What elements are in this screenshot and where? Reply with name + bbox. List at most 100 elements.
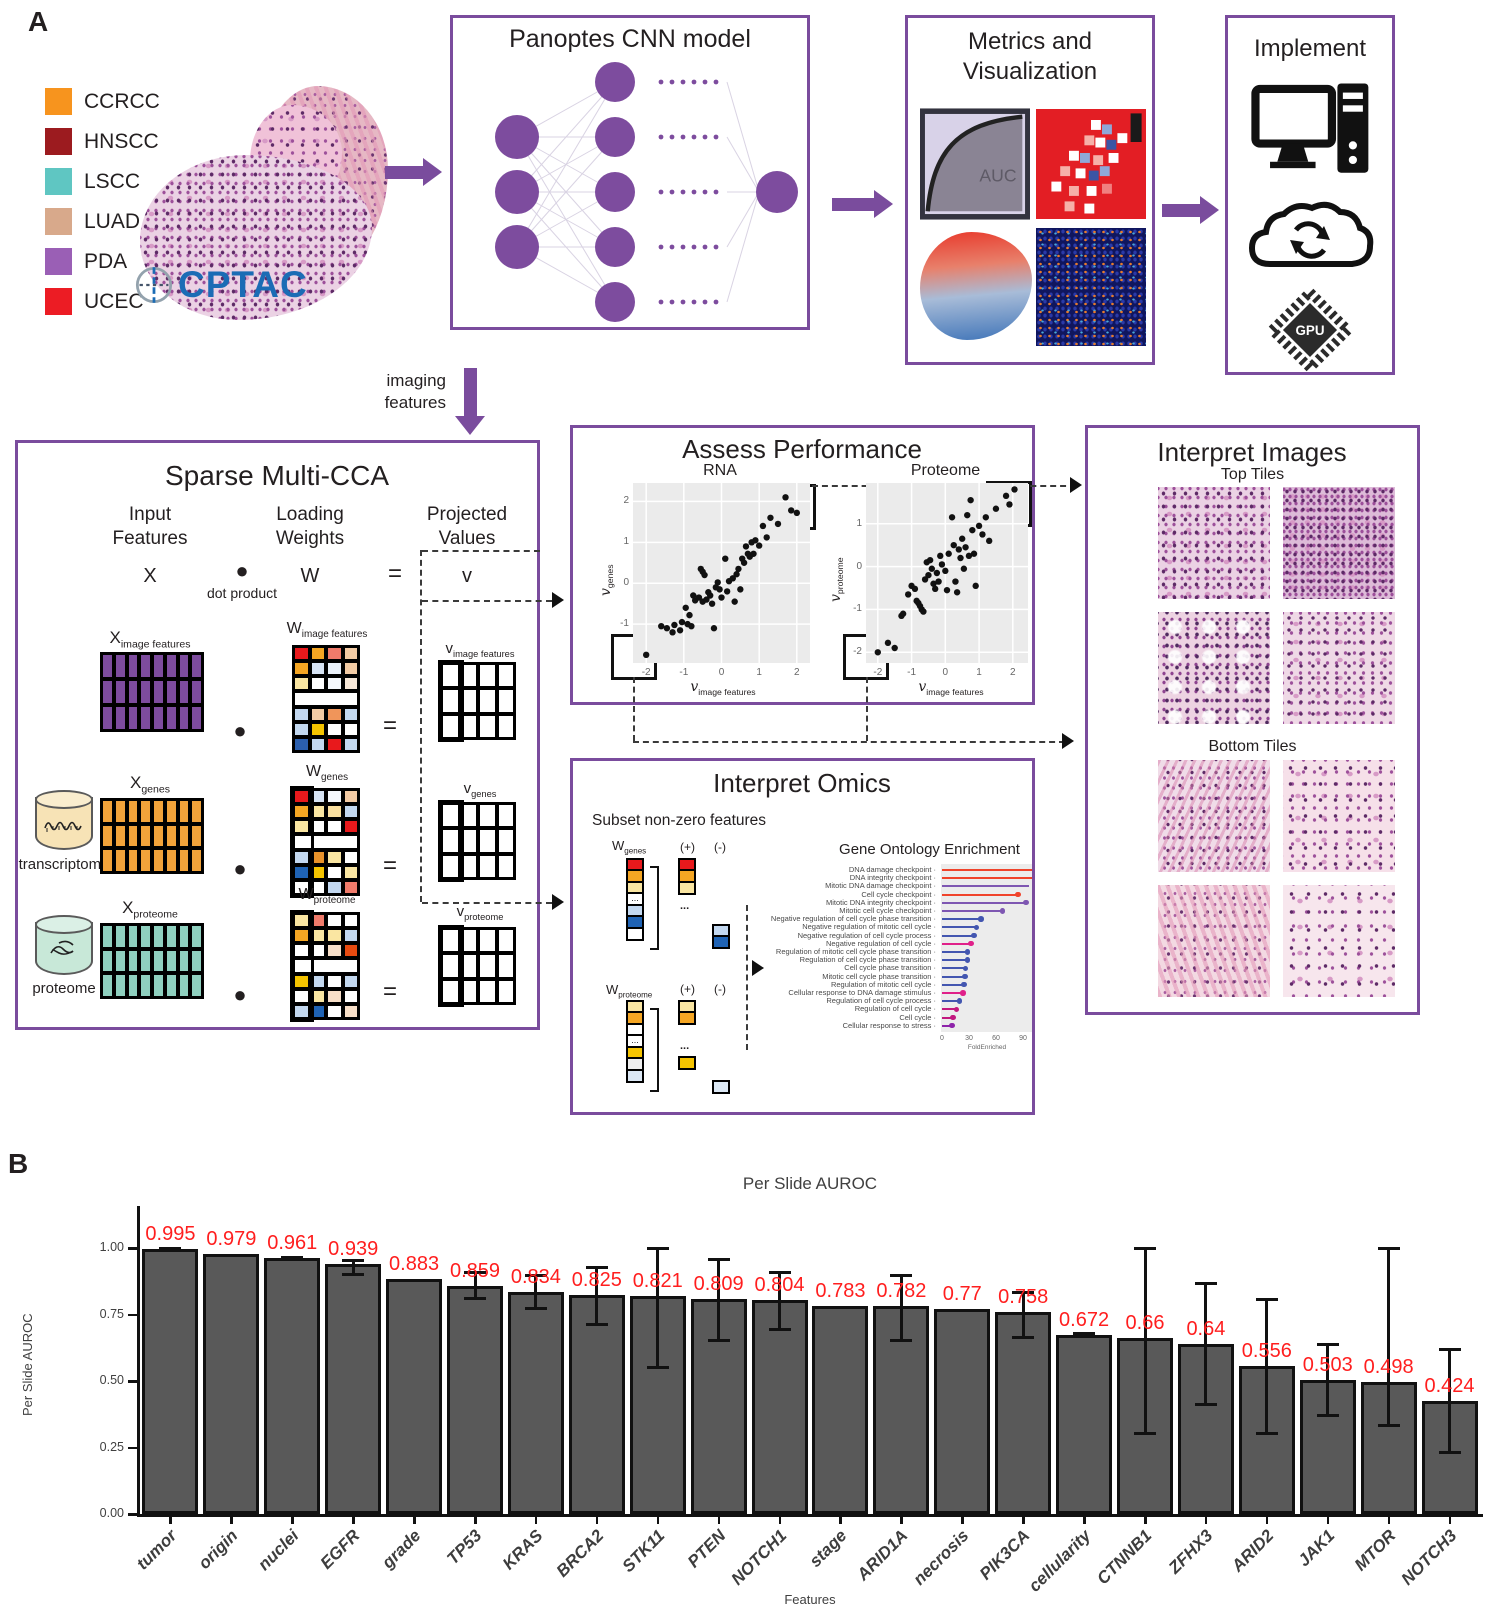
matrix-cell [497, 979, 514, 1003]
data-point [714, 579, 721, 586]
bar-value-label: 0.804 [754, 1274, 805, 1297]
legend-swatch [45, 168, 72, 195]
matrix-cell [165, 680, 177, 704]
matrix-cell [327, 989, 342, 1003]
matrix-cell [178, 800, 190, 823]
implement-title: Implement [1253, 35, 1367, 62]
x-tick-label: 1 [756, 667, 762, 678]
matrix-cell [191, 925, 202, 948]
x-image-label: Ximage features [109, 628, 191, 651]
x-tick [595, 1517, 599, 1524]
ellipsis-dot [691, 244, 697, 250]
x-proteome-label: Xproteome [122, 898, 178, 921]
data-point [682, 604, 689, 611]
matrix-cell [127, 974, 139, 997]
go-dot [949, 1022, 955, 1029]
legend-label: LSCC [84, 169, 141, 193]
bar-chart-ylabel: Per Slide AUROC [20, 1313, 35, 1417]
matrix-cell [460, 929, 477, 953]
bottom-tile-image [1283, 885, 1395, 997]
error-bar-cap [890, 1273, 913, 1277]
y-tick-label: 2 [623, 495, 629, 507]
omics-wgenes-label: Wgenes [612, 838, 647, 856]
matrix-cell [294, 865, 309, 879]
equals-sign: = [382, 978, 397, 1005]
bar [1177, 1343, 1234, 1514]
data-point [937, 552, 944, 560]
arrowhead-icon [1062, 733, 1074, 749]
scatter-plot-area [633, 483, 810, 663]
cnn-model-title: Panoptes CNN model [509, 25, 751, 53]
matrix-cell [460, 854, 477, 878]
go-dot [960, 990, 966, 996]
matrix-cell [327, 974, 342, 988]
data-point [688, 622, 695, 630]
matrix-cell [294, 790, 309, 804]
go-lollipop [942, 891, 1032, 899]
minus-label: (-) [714, 840, 726, 854]
legend-item: CCRCC [45, 88, 160, 115]
svg-shape [726, 136, 760, 193]
attention-map-icon [1036, 228, 1146, 346]
matrix-cell [310, 647, 325, 661]
data-point [965, 552, 973, 560]
matrix-cell [343, 820, 358, 834]
matrix-cell [479, 829, 496, 853]
interpret-images-title: Interpret Images [1157, 437, 1347, 467]
go-dot [953, 1006, 960, 1013]
matrix-cell [165, 824, 177, 848]
ellipsis-dot [658, 79, 664, 85]
y-tick [128, 1513, 137, 1516]
x-proteome-matrix [100, 923, 204, 999]
matrix-cell [343, 929, 358, 943]
matrix-cell [191, 680, 202, 704]
go-x-tick: 30 [965, 1035, 973, 1042]
go-line [942, 926, 977, 929]
legend-item: LSCC [45, 168, 140, 195]
matrix-cell [310, 805, 325, 819]
svg-shape [726, 81, 760, 193]
error-bar-cap [768, 1328, 791, 1332]
bar-value-label: 0.939 [328, 1238, 379, 1261]
data-point [911, 585, 919, 593]
bar-value-label: 0.859 [449, 1259, 501, 1282]
matrix-cell [310, 944, 325, 958]
error-bar [1387, 1248, 1391, 1427]
go-lollipop [942, 1005, 1032, 1013]
matrix-cell [310, 722, 325, 736]
error-bar-cap [1438, 1450, 1461, 1454]
ellipsis-dot [691, 79, 697, 85]
data-point [945, 550, 952, 557]
go-lollipop [942, 989, 1032, 997]
go-term-label: Regulation of mitotic cell cycle · [830, 979, 936, 989]
hidden-node [595, 172, 635, 212]
x-tick-label: -2 [873, 667, 883, 678]
error-bar-cap [585, 1265, 608, 1269]
data-point [716, 586, 723, 593]
x-tick-label: 0 [942, 667, 949, 678]
matrix-cell [479, 689, 496, 713]
top-tile-image [1283, 487, 1395, 599]
legend-swatch [45, 248, 72, 275]
bar-value-label: 0.424 [1424, 1375, 1475, 1398]
wgenes-plus-column [678, 857, 696, 895]
bar [507, 1292, 564, 1514]
wgenes-column: ... [626, 857, 644, 941]
matrix-cell [127, 654, 139, 678]
data-point [975, 522, 983, 530]
matrix-cell [442, 804, 459, 828]
bar-value-label: 0.77 [942, 1283, 982, 1306]
data-point [782, 494, 789, 501]
go-dot [1023, 899, 1029, 906]
transcriptome-cylinder-icon [35, 790, 93, 850]
data-point [701, 571, 708, 579]
bar [1056, 1335, 1113, 1514]
go-line [942, 1008, 957, 1011]
x-axis-line [137, 1514, 1483, 1517]
plus-label: (+) [680, 982, 695, 996]
matrix-cell [294, 820, 309, 834]
error-bar-cap [1377, 1247, 1400, 1250]
data-point [957, 554, 964, 562]
bar-value-label: 0.834 [510, 1266, 561, 1289]
matrix-cell [442, 664, 459, 688]
